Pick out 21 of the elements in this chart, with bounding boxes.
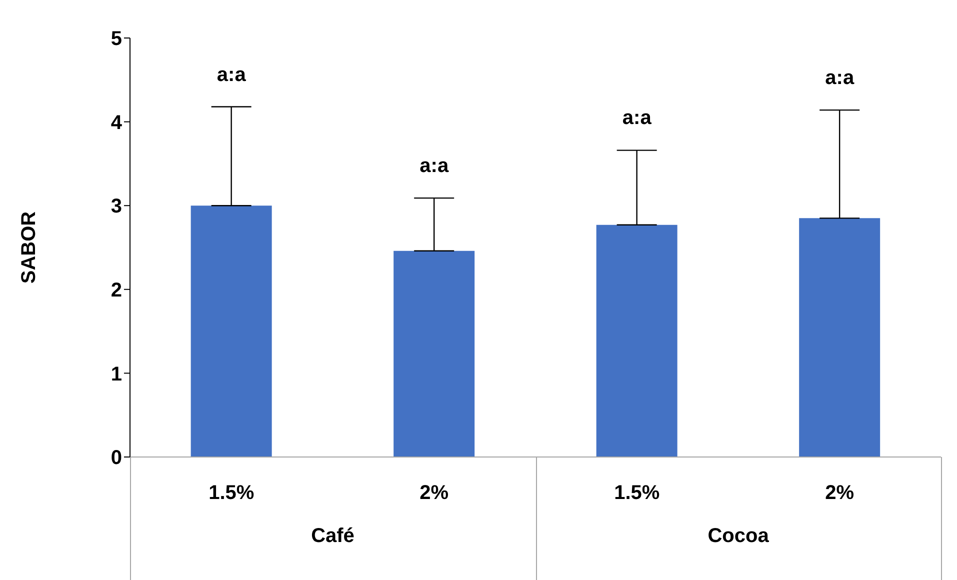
x-tick-label: 1.5% [614,482,660,504]
bar [190,206,272,457]
y-tick-label: 1 [110,363,122,386]
y-tick-label: 0 [110,447,122,470]
annotation: a:a [418,154,450,178]
annotation: a:a [824,66,856,90]
y-tick-label: 3 [110,196,122,218]
bar [799,218,880,457]
y-axis-title: SABOR [18,210,40,284]
x-tick-label: 2% [825,482,854,504]
text: Café [310,525,356,548]
bar [596,224,678,457]
x-tick-label: 2% [420,482,449,504]
text: Cocoa [706,525,770,548]
x-tick-label: 1.5% [208,482,254,504]
annotation: a:a [216,62,247,87]
y-tick-label: 2 [110,280,122,302]
bar [394,250,475,457]
y-tick-label: 4 [110,112,123,134]
annotation: a:a [621,106,652,130]
y-tick-label: 5 [110,28,122,50]
